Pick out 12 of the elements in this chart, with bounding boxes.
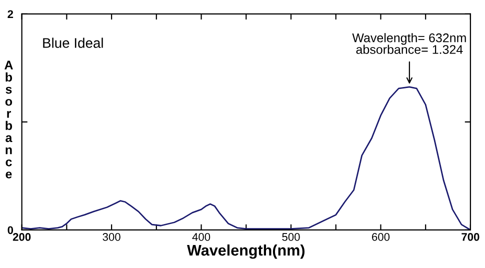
x-tick-label: 700: [462, 233, 480, 241]
y-tick-label: 0: [8, 226, 14, 234]
y-tick-label: 2: [8, 10, 14, 18]
x-tick-label: 200: [12, 233, 31, 241]
text: Absorbance: [4, 60, 13, 178]
x-tick-label: 300: [102, 233, 120, 241]
annotation: Wavelength= 632nm absorbance= 1.324: [352, 33, 466, 54]
x-tick-label: 400: [192, 233, 210, 241]
x-tick-label: 600: [372, 233, 390, 241]
x-tick-label: 500: [282, 233, 300, 241]
annotation: Blue Ideal: [43, 38, 103, 48]
x-axis-title: Wavelength(nm): [187, 244, 305, 259]
